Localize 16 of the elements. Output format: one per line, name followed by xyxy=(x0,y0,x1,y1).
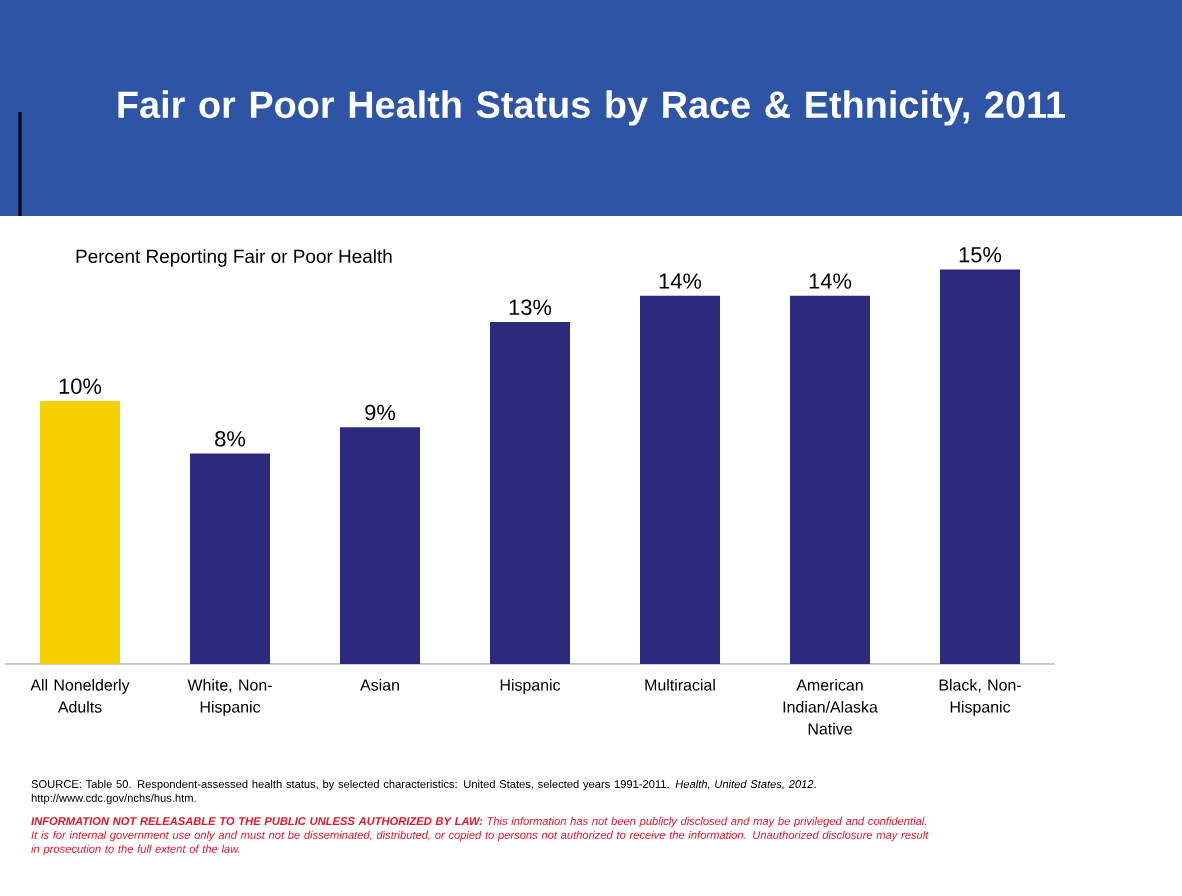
bar xyxy=(340,427,421,664)
bar xyxy=(940,269,1021,664)
chart-title: Fair or Poor Health Status by Race & Ethnicity, 2011 xyxy=(118,90,1066,126)
bar xyxy=(790,295,871,664)
bar xyxy=(190,453,271,664)
bar xyxy=(490,322,571,664)
data-label: 14% xyxy=(809,273,852,289)
data-label: 8% xyxy=(215,431,246,447)
data-label: 9% xyxy=(365,404,396,421)
chart-subtitle: Percent Reporting Fair or Poor Health xyxy=(76,249,392,267)
bar xyxy=(640,295,721,664)
data-label: 14% xyxy=(659,273,702,289)
data-label: 15% xyxy=(959,247,1002,263)
data-label: 10% xyxy=(59,378,102,394)
data-label: 13% xyxy=(509,299,552,316)
bar xyxy=(40,400,121,664)
